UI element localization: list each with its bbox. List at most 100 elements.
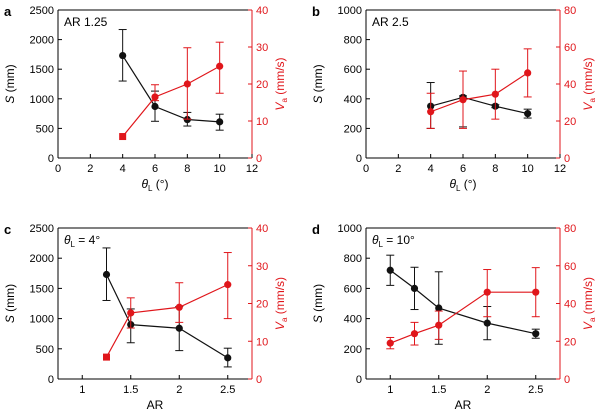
y-right-tick-label: 40 bbox=[564, 79, 576, 91]
y-right-tick-label: 0 bbox=[256, 374, 262, 386]
y-left-tick-label: 800 bbox=[344, 35, 362, 47]
x-tick-label: 2 bbox=[176, 384, 182, 396]
x-tick-label: 6 bbox=[152, 163, 158, 175]
data-point bbox=[183, 80, 191, 88]
data-point bbox=[216, 118, 224, 126]
data-point bbox=[102, 270, 111, 279]
y-left-tick-label: 0 bbox=[48, 374, 54, 386]
data-point bbox=[524, 110, 532, 118]
panel-letter: c bbox=[4, 222, 11, 237]
y-right-tick-label: 10 bbox=[256, 116, 268, 128]
x-tick-label: 8 bbox=[492, 163, 498, 175]
panel-annotation: θL = 4° bbox=[64, 233, 100, 249]
data-point bbox=[119, 51, 127, 60]
series-line bbox=[122, 55, 220, 123]
y-left-tick-label: 600 bbox=[344, 64, 362, 76]
y-right-tick-label: 0 bbox=[256, 153, 262, 165]
x-tick-label: 2 bbox=[395, 163, 401, 175]
data-point bbox=[410, 284, 419, 292]
data-point bbox=[224, 281, 232, 289]
panel-letter: b bbox=[312, 4, 320, 19]
y-left-axis-label: S (mm) bbox=[311, 64, 325, 103]
y-right-tick-label: 20 bbox=[256, 79, 268, 91]
y-left-tick-label: 0 bbox=[356, 153, 362, 165]
series-left bbox=[102, 247, 232, 368]
data-point bbox=[175, 324, 183, 332]
y-left-tick-label: 500 bbox=[36, 123, 54, 135]
x-axis-label: AR bbox=[147, 398, 164, 409]
data-point bbox=[524, 69, 532, 77]
series-left bbox=[386, 254, 540, 345]
data-point bbox=[103, 353, 110, 361]
x-axis-label: AR bbox=[455, 398, 472, 409]
y-right-axis-label: Va (mm/s) bbox=[581, 57, 597, 110]
x-tick-label: 0 bbox=[55, 163, 61, 175]
data-point bbox=[410, 330, 419, 338]
y-left-tick-label: 1000 bbox=[338, 5, 362, 17]
series-right bbox=[426, 48, 532, 129]
series-line bbox=[430, 96, 528, 115]
series-line bbox=[389, 269, 536, 335]
y-right-tick-label: 60 bbox=[564, 261, 576, 273]
series-left bbox=[118, 29, 224, 131]
y-right-tick-label: 40 bbox=[564, 299, 576, 311]
x-tick-label: 1 bbox=[387, 384, 393, 396]
y-left-tick-label: 600 bbox=[344, 283, 362, 295]
panel-letter: a bbox=[4, 4, 12, 19]
y-right-axis-label: Va (mm/s) bbox=[273, 57, 289, 110]
x-tick-label: 10 bbox=[214, 163, 226, 175]
y-left-tick-label: 200 bbox=[344, 123, 362, 135]
x-tick-label: 2.5 bbox=[220, 384, 235, 396]
y-right-axis-label: Va (mm/s) bbox=[581, 277, 597, 330]
y-right-tick-label: 40 bbox=[256, 5, 268, 17]
series-left bbox=[426, 82, 532, 129]
y-right-tick-label: 20 bbox=[564, 336, 576, 348]
x-axis-label: θL (°) bbox=[141, 177, 168, 193]
y-left-tick-label: 0 bbox=[48, 153, 54, 165]
data-point bbox=[127, 309, 135, 317]
y-left-tick-label: 0 bbox=[356, 374, 362, 386]
y-left-tick-label: 1000 bbox=[338, 223, 362, 235]
panel-a: a0 2 4 6 8 10 1205001000150020002500010203040θ… bbox=[3, 4, 289, 193]
series-line bbox=[430, 72, 528, 113]
x-tick-label: 2 bbox=[484, 384, 490, 396]
y-left-tick-label: 1500 bbox=[30, 283, 54, 295]
data-point bbox=[532, 330, 540, 338]
data-point bbox=[224, 354, 232, 362]
y-left-axis-label: S (mm) bbox=[311, 284, 325, 323]
y-left-tick-label: 200 bbox=[344, 344, 362, 356]
series-line bbox=[122, 65, 220, 137]
x-tick-label: 12 bbox=[246, 163, 258, 175]
panel-letter: d bbox=[312, 222, 320, 237]
series-right bbox=[386, 267, 540, 350]
panel-annotation: AR 2.5 bbox=[372, 15, 409, 29]
y-right-tick-label: 80 bbox=[564, 223, 576, 235]
series-right bbox=[119, 41, 224, 141]
x-tick-label: 4 bbox=[428, 163, 434, 175]
data-point bbox=[435, 321, 443, 329]
data-point bbox=[119, 133, 127, 141]
x-tick-label: 12 bbox=[554, 163, 566, 175]
y-left-tick-label: 400 bbox=[344, 314, 362, 326]
y-right-tick-label: 20 bbox=[564, 116, 576, 128]
panel-c: c 1 1.5 2 2.5 0 500 1000 1500 2000 2500 0 10 20 30 40 AR… bbox=[3, 222, 289, 409]
x-tick-label: 1.5 bbox=[123, 384, 138, 396]
x-tick-label: 1.5 bbox=[431, 384, 446, 396]
data-point bbox=[459, 96, 467, 104]
y-left-tick-label: 1500 bbox=[30, 64, 54, 76]
y-left-tick-label: 2000 bbox=[30, 253, 54, 265]
y-left-tick-label: 400 bbox=[344, 94, 362, 106]
y-left-tick-label: 1000 bbox=[30, 94, 54, 106]
data-point bbox=[532, 288, 540, 296]
data-point bbox=[427, 108, 435, 116]
y-left-tick-label: 800 bbox=[344, 253, 362, 265]
y-right-tick-label: 60 bbox=[564, 42, 576, 54]
y-left-tick-label: 2000 bbox=[30, 35, 54, 47]
y-left-axis-label: S (mm) bbox=[3, 284, 17, 323]
series-right bbox=[103, 252, 232, 361]
x-tick-label: 2 bbox=[87, 163, 93, 175]
x-tick-label: 8 bbox=[184, 163, 190, 175]
y-right-tick-label: 10 bbox=[256, 336, 268, 348]
